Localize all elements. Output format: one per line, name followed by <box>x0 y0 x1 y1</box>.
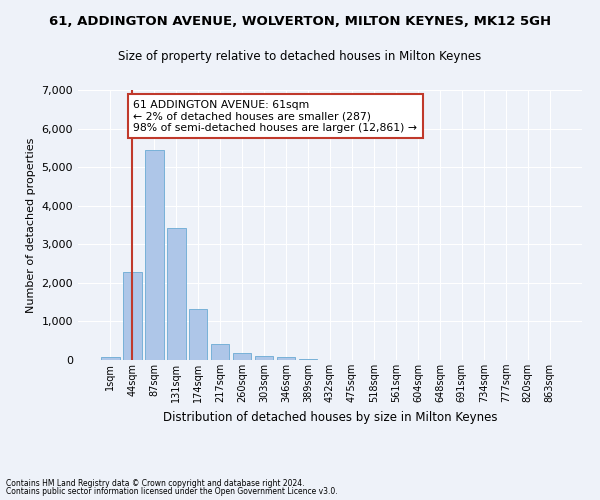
Text: 61, ADDINGTON AVENUE, WOLVERTON, MILTON KEYNES, MK12 5GH: 61, ADDINGTON AVENUE, WOLVERTON, MILTON … <box>49 15 551 28</box>
Bar <box>299 358 317 360</box>
X-axis label: Distribution of detached houses by size in Milton Keynes: Distribution of detached houses by size … <box>163 410 497 424</box>
Text: Contains public sector information licensed under the Open Government Licence v3: Contains public sector information licen… <box>6 487 338 496</box>
Bar <box>167 228 185 360</box>
Bar <box>255 356 274 360</box>
Text: Contains HM Land Registry data © Crown copyright and database right 2024.: Contains HM Land Registry data © Crown c… <box>6 478 305 488</box>
Bar <box>123 272 142 360</box>
Bar <box>277 358 295 360</box>
Bar <box>145 150 164 360</box>
Text: Size of property relative to detached houses in Milton Keynes: Size of property relative to detached ho… <box>118 50 482 63</box>
Bar <box>233 353 251 360</box>
Text: 61 ADDINGTON AVENUE: 61sqm
← 2% of detached houses are smaller (287)
98% of semi: 61 ADDINGTON AVENUE: 61sqm ← 2% of detac… <box>133 100 418 133</box>
Bar <box>189 310 208 360</box>
Bar <box>101 357 119 360</box>
Y-axis label: Number of detached properties: Number of detached properties <box>26 138 36 312</box>
Bar <box>211 344 229 360</box>
